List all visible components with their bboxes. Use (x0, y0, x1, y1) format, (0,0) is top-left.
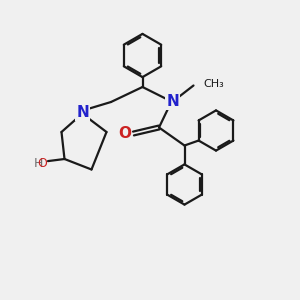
Text: H: H (34, 157, 43, 170)
Text: O: O (38, 157, 47, 170)
Text: CH₃: CH₃ (203, 79, 224, 89)
Text: O: O (118, 126, 131, 141)
Text: N: N (76, 105, 89, 120)
Text: N: N (166, 94, 179, 110)
